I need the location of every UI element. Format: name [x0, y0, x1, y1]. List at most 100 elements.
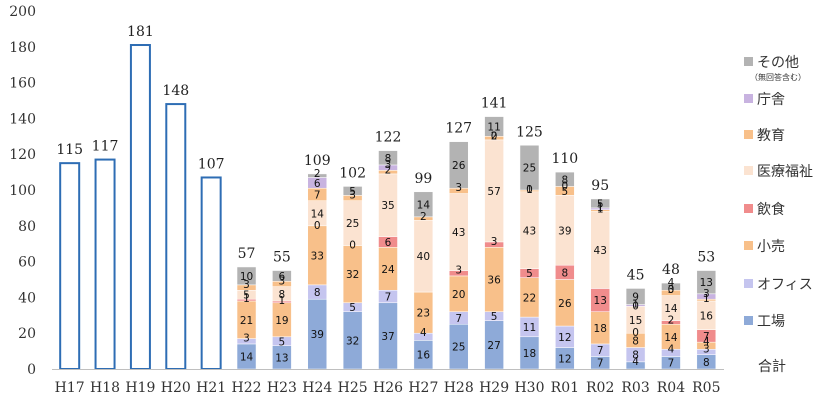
segment-value-label: 37	[381, 331, 394, 343]
x-tick-label: H18	[90, 380, 120, 396]
y-tick-label: 120	[9, 147, 36, 163]
segment-value-label: 3	[243, 333, 250, 345]
segment-value-label: 8	[385, 153, 392, 165]
segment-value-label: 8	[561, 267, 568, 279]
segment-labels: 1432115310135191836398330147623253202535…	[240, 121, 713, 369]
x-tick-label: H17	[55, 380, 85, 396]
segment-value-label: 5	[349, 186, 356, 198]
total-label: 55	[273, 250, 291, 266]
segment-value-label: 3	[279, 275, 286, 287]
segment-value-label: 25	[346, 218, 359, 230]
x-tick-label: H30	[514, 380, 544, 396]
segment-value-label: 1	[597, 204, 604, 216]
legend-label: 飲食	[757, 201, 785, 218]
bar-segment	[236, 266, 257, 286]
segment-value-label: 32	[346, 335, 359, 347]
segment-value-label: 0	[526, 184, 533, 196]
segment-value-label: 5	[349, 302, 356, 314]
segment-value-label: 3	[491, 236, 498, 248]
segment-value-label: 3	[703, 288, 710, 300]
x-tick-label: H28	[444, 380, 474, 396]
x-tick-label: R02	[586, 380, 614, 396]
bar-segment	[590, 198, 610, 209]
legend-label: その他	[757, 55, 799, 71]
x-tick-label: R04	[657, 380, 685, 396]
segment-value-label: 22	[523, 292, 536, 304]
segment-value-label: 0	[632, 327, 639, 339]
segment-value-label: 0	[632, 300, 639, 312]
segment-value-label: 1	[632, 299, 639, 311]
segment-value-label: 39	[558, 225, 571, 237]
x-tick-label: H21	[196, 380, 226, 396]
x-tick-label: H22	[232, 380, 262, 396]
segment-value-label: 3	[243, 279, 250, 291]
bar-total-outline	[94, 158, 116, 370]
segment-value-label: 2	[491, 130, 498, 142]
segment-value-label: 9	[632, 292, 639, 304]
bar-segment	[448, 141, 469, 189]
segment-value-label: 7	[385, 292, 392, 304]
segment-value-label: 3	[455, 265, 462, 277]
total-label: 122	[375, 130, 402, 146]
legend-label: 医療福祉	[757, 163, 813, 180]
legend-swatch	[744, 94, 753, 103]
bar-segment	[519, 145, 540, 191]
segment-value-label: 4	[703, 336, 710, 348]
x-tick-label: R01	[551, 380, 579, 396]
segment-value-label: 26	[452, 160, 466, 172]
bar-total-outline	[59, 162, 81, 370]
segment-value-label: 3	[385, 159, 392, 171]
legend-swatch	[744, 241, 753, 250]
bar-segment	[307, 173, 328, 178]
x-tick-label: R03	[621, 380, 649, 396]
y-tick-label: 140	[9, 111, 36, 127]
total-label: 181	[127, 24, 154, 40]
segment-value-label: 14	[417, 199, 431, 211]
segment-value-label: 2	[385, 164, 392, 176]
x-tick-label: H26	[373, 380, 403, 396]
segment-value-label: 6	[385, 237, 392, 249]
bar-segment	[625, 288, 646, 305]
total-label: 125	[516, 124, 543, 140]
segment-value-label: 14	[664, 303, 678, 315]
total-label: 127	[445, 121, 472, 137]
y-axis-tick-labels: 0 20 40 60 80 100 120 140 160 180 200	[9, 4, 36, 378]
segment-value-label: 7	[597, 358, 604, 370]
segment-value-label: 16	[417, 350, 431, 362]
x-tick-label: H23	[267, 380, 297, 396]
y-tick-label: 60	[18, 255, 36, 271]
x-tick-label: H19	[125, 380, 155, 396]
total-label: 110	[551, 151, 578, 167]
y-tick-label: 180	[9, 40, 36, 56]
total-label: 95	[591, 178, 609, 194]
segment-value-label: 1	[279, 295, 286, 307]
segment-value-label: 16	[700, 310, 714, 322]
bar-segment	[696, 270, 717, 295]
segment-value-label: 0	[349, 239, 356, 251]
y-tick-label: 0	[27, 362, 36, 378]
segment-value-label: 35	[381, 200, 394, 212]
segment-value-label: 39	[311, 329, 324, 341]
segment-value-label: 36	[487, 275, 501, 287]
segment-value-label: 25	[523, 163, 536, 175]
segment-value-label: 3	[455, 182, 462, 194]
segment-value-label: 12	[558, 353, 571, 365]
segment-value-label: 2	[668, 315, 675, 327]
segment-value-label: 0	[668, 284, 675, 296]
legend-label: 小売	[757, 239, 785, 255]
segment-value-label: 26	[558, 298, 572, 310]
segment-value-label: 43	[452, 227, 465, 239]
segment-value-label: 3	[668, 284, 675, 296]
total-label: 99	[414, 171, 432, 187]
segment-value-label: 5	[597, 198, 604, 210]
legend-swatch	[744, 57, 753, 66]
segment-value-label: 4	[668, 277, 675, 289]
x-tick-label: H29	[479, 380, 509, 396]
segment-value-label: 5	[491, 311, 498, 323]
segment-value-label: 7	[314, 189, 321, 201]
segment-value-label: 6	[279, 271, 286, 283]
segment-value-label: 43	[523, 225, 536, 237]
y-tick-label: 40	[18, 290, 36, 306]
